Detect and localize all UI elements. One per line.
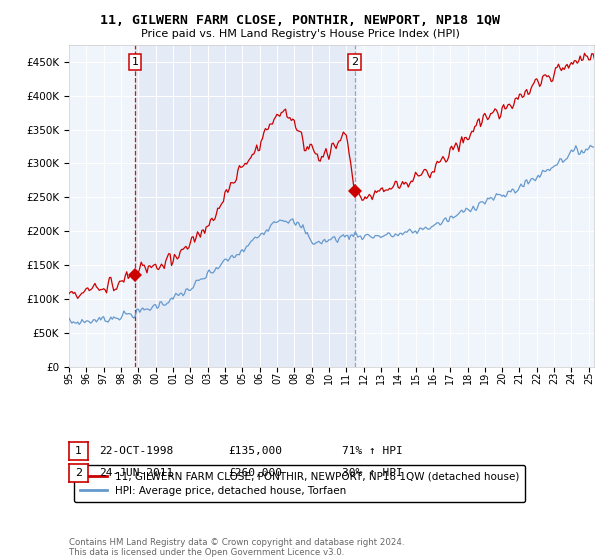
Text: Price paid vs. HM Land Registry's House Price Index (HPI): Price paid vs. HM Land Registry's House … [140, 29, 460, 39]
Text: Contains HM Land Registry data © Crown copyright and database right 2024.
This d: Contains HM Land Registry data © Crown c… [69, 538, 404, 557]
Text: £135,000: £135,000 [228, 446, 282, 456]
Text: 71% ↑ HPI: 71% ↑ HPI [342, 446, 403, 456]
Text: 30% ↑ HPI: 30% ↑ HPI [342, 468, 403, 478]
Text: 2: 2 [75, 468, 82, 478]
Bar [135, 45, 355, 367]
Text: 1: 1 [75, 446, 82, 456]
Text: 22-OCT-1998: 22-OCT-1998 [99, 446, 173, 456]
Text: 24-JUN-2011: 24-JUN-2011 [99, 468, 173, 478]
Text: 11, GILWERN FARM CLOSE, PONTHIR, NEWPORT, NP18 1QW: 11, GILWERN FARM CLOSE, PONTHIR, NEWPORT… [100, 14, 500, 27]
Text: £260,000: £260,000 [228, 468, 282, 478]
Legend: 11, GILWERN FARM CLOSE, PONTHIR, NEWPORT, NP18 1QW (detached house), HPI: Averag: 11, GILWERN FARM CLOSE, PONTHIR, NEWPORT… [74, 465, 526, 502]
Text: 2: 2 [351, 57, 358, 67]
Text: 1: 1 [131, 57, 139, 67]
